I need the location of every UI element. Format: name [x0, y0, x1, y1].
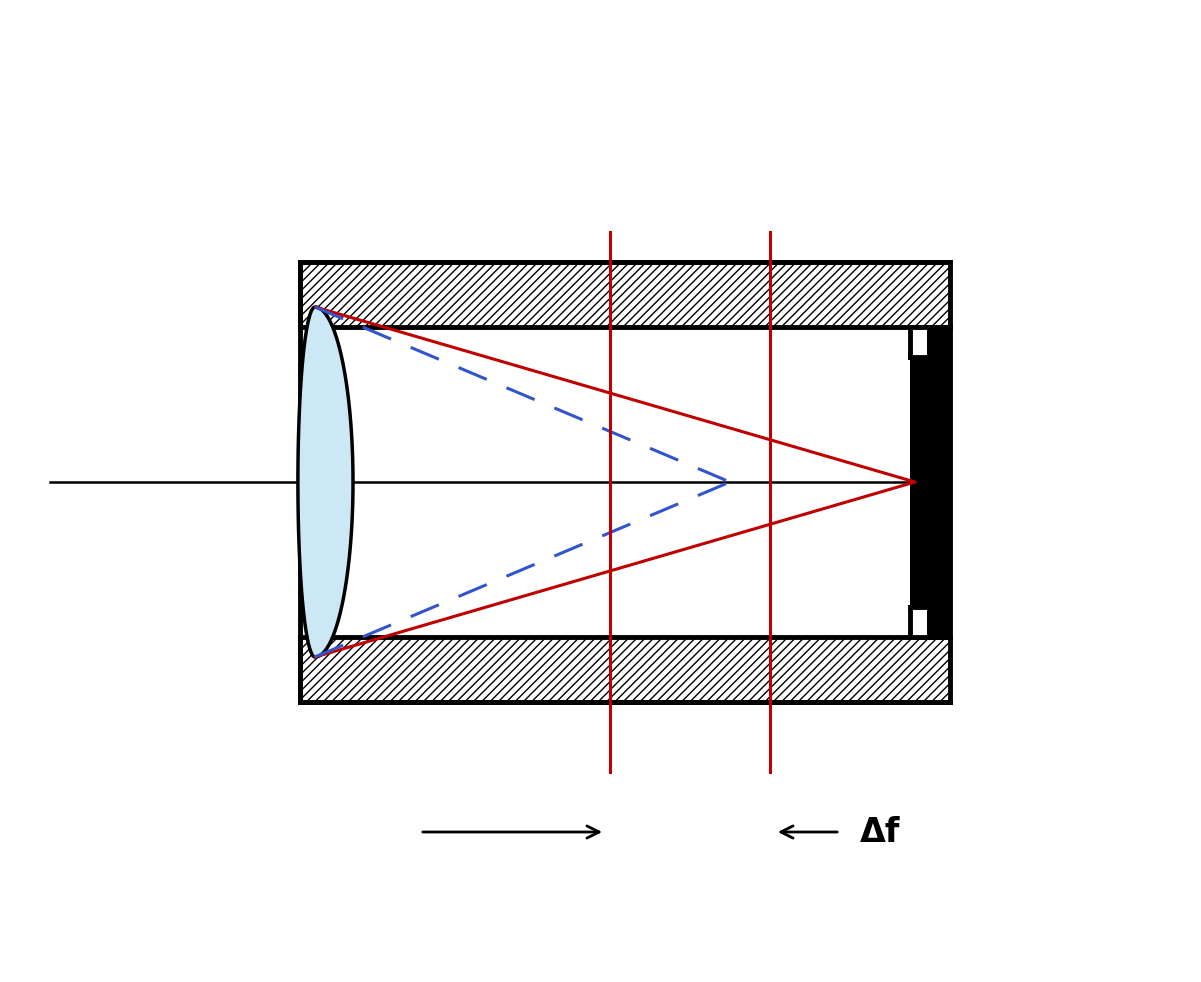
Bar: [910, 327, 927, 357]
Text: Δf: Δf: [860, 815, 901, 848]
Polygon shape: [298, 307, 353, 657]
Bar: [300, 327, 950, 637]
Bar: [300, 262, 950, 327]
Bar: [300, 637, 950, 702]
Bar: [910, 607, 927, 637]
Bar: [910, 327, 950, 637]
